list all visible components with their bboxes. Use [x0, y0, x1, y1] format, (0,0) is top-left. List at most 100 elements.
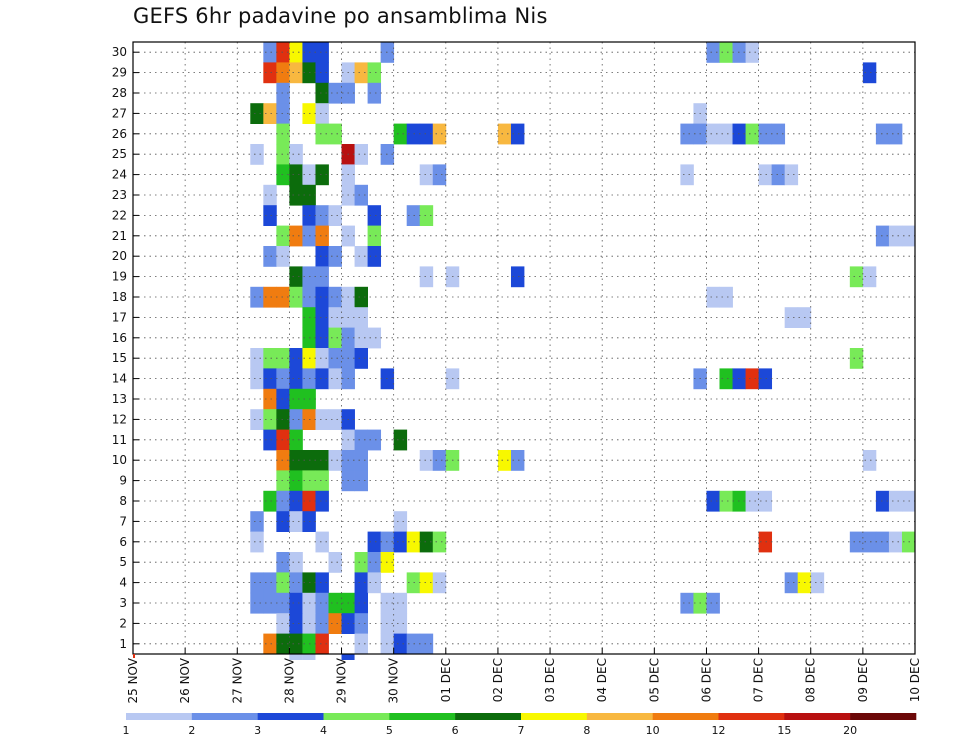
heatmap-cell: [393, 511, 408, 532]
heatmap-cell: [276, 613, 290, 634]
y-tick-label: 29: [112, 66, 127, 80]
x-tick-label: 03 DEC: [543, 658, 557, 702]
heatmap-cell: [862, 531, 877, 553]
heatmap-cell: [888, 123, 903, 145]
heatmap-cell: [289, 348, 303, 369]
heatmap-cell: [354, 286, 368, 308]
heatmap-cell: [263, 246, 277, 267]
y-tick-label: 4: [119, 576, 127, 590]
heatmap-cell: [784, 307, 799, 328]
heatmap-cell: [419, 572, 434, 594]
heatmap-cell: [328, 409, 342, 430]
heatmap-cell: [250, 103, 264, 124]
colorbar-label: 20: [843, 724, 857, 737]
heatmap-cell: [263, 633, 277, 655]
heatmap-cell: [367, 246, 382, 267]
heatmap-cell: [250, 144, 264, 165]
heatmap-cell: [367, 62, 382, 84]
heatmap-cell: [328, 205, 342, 226]
y-tick-label: 21: [112, 229, 127, 243]
heatmap-cell: [706, 592, 720, 614]
heatmap-cell: [315, 368, 329, 390]
y-tick-label: 3: [119, 596, 127, 610]
heatmap-cell: [419, 633, 434, 655]
heatmap-cell: [497, 450, 512, 471]
heatmap-cell: [328, 450, 342, 471]
heatmap-cell: [315, 205, 329, 226]
heatmap-cell: [289, 266, 303, 288]
heatmap-cell: [680, 164, 694, 186]
heatmap-cell: [315, 286, 329, 308]
y-tick-label: 26: [112, 127, 127, 141]
heatmap-cell: [901, 490, 915, 512]
heatmap-cell: [510, 450, 525, 471]
heatmap-cell: [354, 184, 368, 206]
heatmap-cell: [771, 123, 786, 145]
heatmap-cell: [862, 450, 877, 471]
heatmap-cell: [497, 123, 512, 145]
heatmap-cell: [406, 123, 421, 145]
colorbar-swatch: [586, 713, 653, 720]
heatmap-cell: [276, 225, 290, 247]
heatmap-cell: [719, 368, 733, 390]
heatmap-cell: [393, 531, 408, 553]
heatmap-cell: [263, 429, 277, 451]
colorbar: 1 2 3 4 5 6 7 8 10 12 15 20: [123, 713, 917, 737]
chart-title: GEFS 6hr padavine po ansamblima Nis: [133, 4, 548, 28]
heatmap-cell: [393, 633, 408, 655]
heatmap-cell: [315, 613, 329, 634]
heatmap-cell: [875, 490, 890, 512]
heatmap-cell: [263, 388, 277, 410]
x-tick-label: 25 NOV: [126, 657, 140, 703]
y-tick-label: 16: [112, 331, 127, 345]
colorbar-swatch: [455, 713, 522, 720]
heatmap-cell: [276, 62, 290, 84]
heatmap-cell: [354, 450, 368, 471]
heatmap-cell: [315, 266, 329, 288]
heatmap-cell: [901, 531, 915, 553]
heatmap-cell: [354, 307, 368, 328]
heatmap-cell: [289, 450, 303, 471]
heatmap-cell: [849, 348, 864, 369]
colorbar-label: 15: [777, 724, 791, 737]
x-tick-label: 07 DEC: [752, 658, 766, 702]
heatmap-cell: [250, 592, 264, 614]
heatmap-cell: [276, 429, 290, 451]
heatmap-cell: [432, 572, 447, 594]
heatmap-cell: [758, 368, 773, 390]
heatmap-cell: [289, 409, 303, 430]
heatmap-cell: [406, 205, 421, 226]
heatmap-cell: [315, 82, 329, 104]
heatmap-cell: [289, 225, 303, 247]
x-tick-label: 27 NOV: [230, 657, 244, 703]
heatmap-cell: [367, 327, 382, 349]
heatmap-cell: [354, 572, 368, 594]
colorbar-swatch: [652, 713, 719, 720]
heatmap-cell: [393, 592, 408, 614]
heatmap-cell: [289, 429, 303, 451]
heatmap-cell: [862, 62, 877, 84]
y-tick-label: 30: [112, 45, 127, 59]
heatmap-cell: [745, 368, 759, 390]
heatmap-cell: [849, 531, 864, 553]
heatmap-cell: [328, 348, 342, 369]
y-tick-label: 10: [112, 453, 127, 467]
heatmap-cell: [315, 348, 329, 369]
heatmap-cell: [276, 633, 290, 655]
heatmap-cell: [328, 246, 342, 267]
heatmap-cell: [354, 633, 368, 655]
heatmap-cell: [315, 42, 329, 63]
y-tick-label: 27: [112, 106, 127, 120]
colorbar-label: 4: [320, 724, 327, 737]
heatmap-cell: [263, 490, 277, 512]
heatmap-cell: [393, 123, 408, 145]
heatmap-cell: [276, 552, 290, 573]
y-tick-label: 14: [112, 372, 127, 386]
colorbar-label: 8: [583, 724, 590, 737]
heatmap-cell: [354, 348, 368, 369]
x-tick-label: 10 DEC: [908, 658, 922, 702]
colorbar-label: 1: [123, 724, 130, 737]
heatmap-cell: [328, 552, 342, 573]
heatmap-cell: [354, 613, 368, 634]
